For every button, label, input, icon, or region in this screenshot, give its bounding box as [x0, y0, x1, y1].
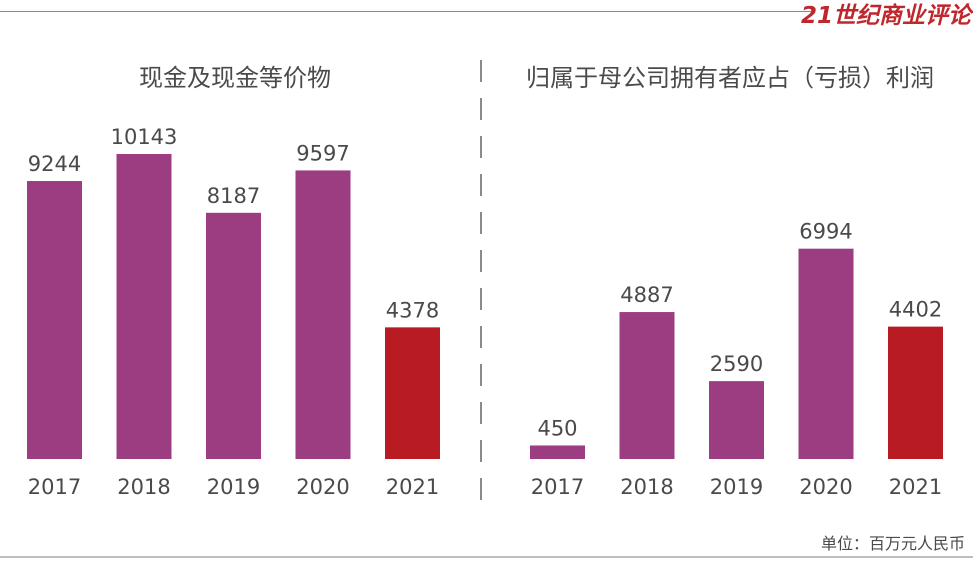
x-tick-label-1-2018: 2018	[620, 475, 673, 499]
data-label-1-2018: 4887	[620, 283, 673, 307]
chart-title-cash: 现金及现金等价物	[139, 64, 331, 92]
data-label-0-2021: 4378	[386, 298, 439, 322]
x-tick-label-0-2017: 2017	[28, 475, 81, 499]
bottom-rule	[0, 556, 973, 558]
data-label-1-2020: 6994	[799, 220, 852, 244]
top-rule	[0, 11, 812, 12]
x-tick-label-1-2020: 2020	[799, 475, 852, 499]
data-label-1-2019: 2590	[710, 352, 763, 376]
unit-label: 单位：百万元人民币	[820, 534, 965, 553]
brand-logo: 21世纪商业评论	[800, 3, 971, 29]
x-tick-label-0-2018: 2018	[117, 475, 170, 499]
x-tick-label-0-2020: 2020	[296, 475, 349, 499]
x-tick-label-1-2019: 2019	[710, 475, 763, 499]
x-tick-label-1-2017: 2017	[531, 475, 584, 499]
data-label-1-2017: 450	[537, 416, 577, 440]
bar-1-2021	[888, 326, 943, 459]
bar-0-2017	[27, 181, 82, 459]
data-label-0-2017: 9244	[28, 152, 81, 176]
chart-title-profit: 归属于母公司拥有者应占（亏损）利润	[526, 64, 934, 92]
bar-1-2020	[798, 248, 854, 459]
bar-1-2017	[530, 445, 585, 459]
bar-0-2019	[206, 212, 261, 459]
data-label-0-2020: 9597	[296, 141, 349, 165]
data-label-0-2018: 10143	[111, 125, 178, 149]
bar-0-2018	[116, 154, 172, 459]
data-label-1-2021: 4402	[889, 298, 942, 322]
x-tick-label-0-2019: 2019	[207, 475, 260, 499]
bar-1-2018	[619, 312, 675, 459]
bar-0-2021	[385, 327, 440, 459]
bar-0-2020	[295, 170, 351, 459]
x-tick-label-0-2021: 2021	[386, 475, 439, 499]
x-tick-label-1-2021: 2021	[889, 475, 942, 499]
bar-1-2019	[709, 381, 764, 459]
data-label-0-2019: 8187	[207, 184, 260, 208]
